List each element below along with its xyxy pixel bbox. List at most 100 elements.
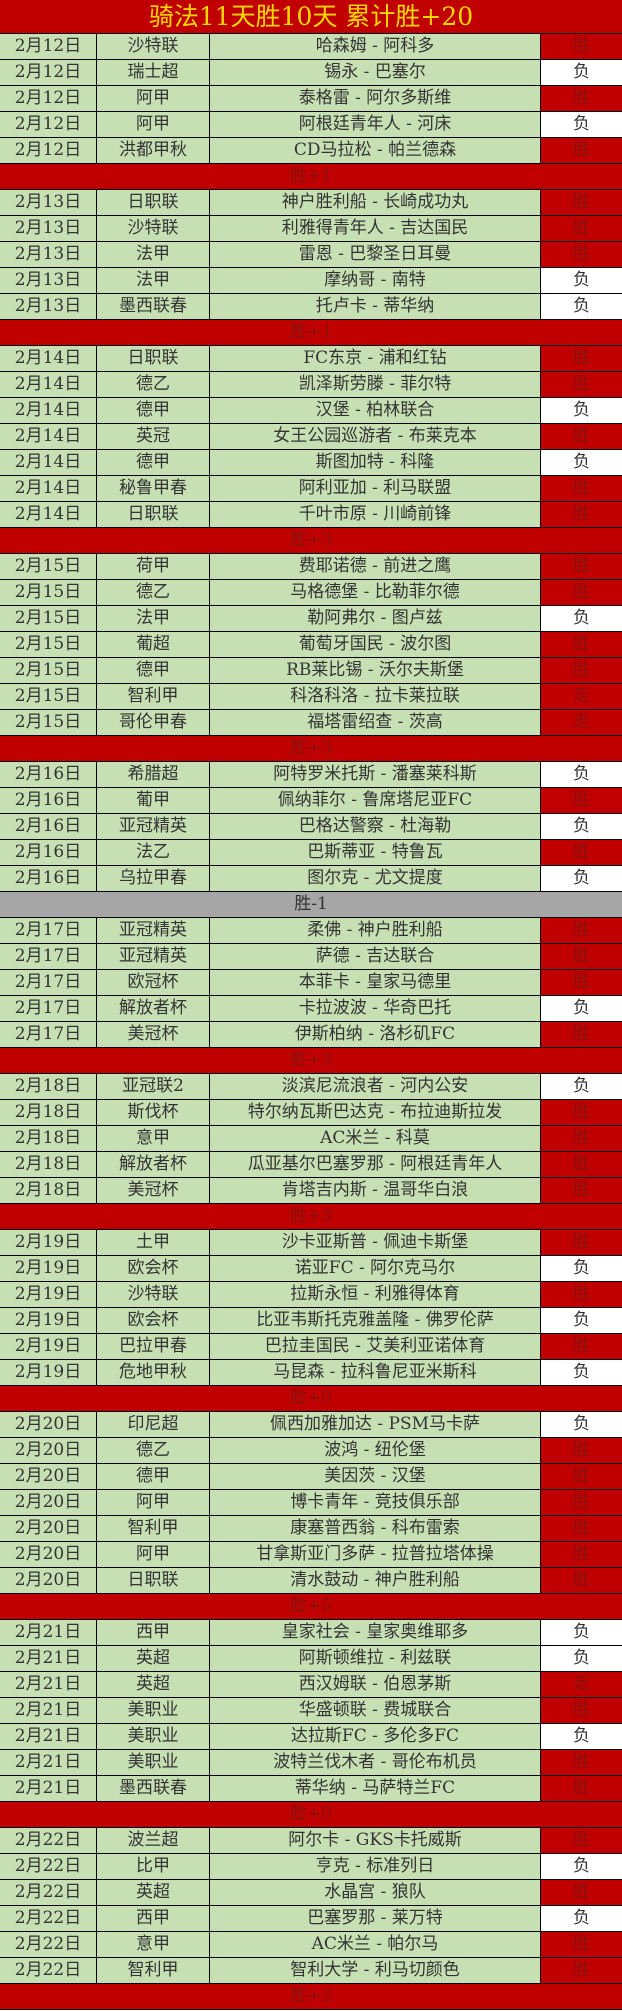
match-date: 2月17日 [0,970,97,995]
match-teams: AC米兰 - 帕尔马 [210,1932,541,1957]
table-row: 2月19日 危地甲秋 马昆森 - 拉科鲁尼亚米斯科负 [0,1360,622,1386]
match-teams: 阿特罗米托斯 - 潘塞莱科斯 [210,762,541,787]
table-row: 2月18日 美冠杯 肯塔吉内斯 - 温哥华白浪胜 [0,1178,622,1204]
table-row: 2月20日 阿甲 甘拿斯亚门多萨 - 拉普拉塔体操胜 [0,1542,622,1568]
match-date: 2月12日 [0,86,97,111]
match-date: 2月22日 [0,1906,97,1931]
match-teams: 亨克 - 标准列日 [210,1854,541,1879]
table-row: 2月16日 亚冠精英 巴格达警察 - 杜海勒负 [0,814,622,840]
table-row: 2月13日 法甲 摩纳哥 - 南特负 [0,268,622,294]
result-badge: 胜 [541,138,622,163]
result-badge: 胜 [541,1438,622,1463]
daily-summary-row: 胜+3 [0,528,622,554]
match-date: 2月19日 [0,1308,97,1333]
match-date: 2月12日 [0,112,97,137]
league-name: 解放者杯 [97,996,210,1021]
league-name: 解放者杯 [97,1152,210,1177]
table-row: 2月22日 意甲 AC米兰 - 帕尔马胜 [0,1932,622,1958]
daily-summary-row: 胜+3 [0,736,622,762]
match-date: 2月21日 [0,1750,97,1775]
result-badge: 胜 [541,34,622,59]
table-row: 2月19日 土甲 沙卡亚斯普 - 佩迪卡斯堡胜 [0,1230,622,1256]
result-badge: 负 [541,866,622,891]
table-row: 2月21日 美职业 达拉斯FC - 多伦多FC 负 [0,1724,622,1750]
league-name: 德乙 [97,372,210,397]
league-name: 德乙 [97,1438,210,1463]
table-row: 2月19日 巴拉甲春 巴拉圭国民 - 艾美利亚诺体育胜 [0,1334,622,1360]
match-date: 2月22日 [0,1880,97,1905]
league-name: 日职联 [97,502,210,527]
result-badge: 胜 [541,970,622,995]
match-date: 2月20日 [0,1568,97,1593]
result-badge: 负 [541,112,622,137]
result-badge: 胜 [541,1958,622,1983]
match-teams: 费耶诺德 - 前进之鹰 [210,554,541,579]
match-teams: 柔佛 - 神户胜利船 [210,918,541,943]
league-name: 沙特联 [97,1282,210,1307]
table-row: 2月15日 智利甲 科洛科洛 - 拉卡莱拉联走 [0,684,622,710]
league-name: 西甲 [97,1620,210,1645]
league-name: 英超 [97,1646,210,1671]
match-date: 2月15日 [0,554,97,579]
result-badge: 走 [541,1672,622,1697]
match-date: 2月20日 [0,1490,97,1515]
table-row: 2月13日 日职联 神户胜利船 - 长崎成功丸胜 [0,190,622,216]
match-date: 2月21日 [0,1724,97,1749]
match-teams: 萨德 - 吉达联合 [210,944,541,969]
match-teams: CD马拉松 - 帕兰德森 [210,138,541,163]
result-badge: 胜 [541,1022,622,1047]
table-row: 2月16日 葡甲 佩纳菲尔 - 鲁席塔尼亚FC 胜 [0,788,622,814]
result-badge: 负 [541,268,622,293]
table-row: 2月16日 乌拉甲春 图尔克 - 尤文提度负 [0,866,622,892]
result-badge: 负 [541,60,622,85]
match-teams: 阿利亚加 - 利马联盟 [210,476,541,501]
league-name: 亚冠精英 [97,814,210,839]
league-name: 德甲 [97,398,210,423]
match-teams: 巴塞罗那 - 莱万特 [210,1906,541,1931]
result-badge: 负 [541,1074,622,1099]
league-name: 沙特联 [97,34,210,59]
league-name: 亚冠联2 [97,1074,210,1099]
match-date: 2月17日 [0,1022,97,1047]
table-row: 2月18日 斯伐杯 特尔纳瓦斯巴达克 - 布拉迪斯拉发胜 [0,1100,622,1126]
result-badge: 胜 [541,502,622,527]
table-row: 2月14日 德乙 凯泽斯劳滕 - 菲尔特胜 [0,372,622,398]
match-date: 2月20日 [0,1438,97,1463]
table-row: 2月20日 印尼超 佩西加雅加达 - PSM马卡萨负 [0,1412,622,1438]
result-badge: 胜 [541,1230,622,1255]
match-date: 2月18日 [0,1126,97,1151]
league-name: 英超 [97,1880,210,1905]
match-date: 2月17日 [0,996,97,1021]
match-date: 2月22日 [0,1958,97,1983]
match-date: 2月22日 [0,1932,97,1957]
match-date: 2月16日 [0,762,97,787]
match-teams: 哈森姆 - 阿科多 [210,34,541,59]
match-date: 2月21日 [0,1776,97,1801]
league-name: 法甲 [97,606,210,631]
league-name: 美职业 [97,1750,210,1775]
table-row: 2月19日 沙特联 拉斯永恒 - 利雅得体育胜 [0,1282,622,1308]
match-date: 2月15日 [0,658,97,683]
result-badge: 负 [541,450,622,475]
table-row: 2月15日 德乙 马格德堡 - 比勒菲尔德胜 [0,580,622,606]
match-teams: 马昆森 - 拉科鲁尼亚米斯科 [210,1360,541,1385]
result-badge: 负 [541,996,622,1021]
result-badge: 胜 [541,1932,622,1957]
result-badge: 胜 [541,1334,622,1359]
match-teams: 阿根廷青年人 - 河床 [210,112,541,137]
table-row: 2月21日 墨西联春 蒂华纳 - 马萨特兰FC 胜 [0,1776,622,1802]
match-date: 2月20日 [0,1542,97,1567]
match-date: 2月21日 [0,1646,97,1671]
match-date: 2月18日 [0,1152,97,1177]
match-teams: 清水鼓动 - 神户胜利船 [210,1568,541,1593]
league-name: 葡超 [97,632,210,657]
table-row: 2月18日 亚冠联2 淡滨尼流浪者 - 河内公安负 [0,1074,622,1100]
table-row: 2月18日 意甲 AC米兰 - 科莫胜 [0,1126,622,1152]
league-name: 意甲 [97,1126,210,1151]
match-date: 2月19日 [0,1282,97,1307]
match-date: 2月18日 [0,1074,97,1099]
match-teams: 卡拉波波 - 华奇巴托 [210,996,541,1021]
match-teams: 瓜亚基尔巴塞罗那 - 阿根廷青年人 [210,1152,541,1177]
table-row: 2月14日 德甲 斯图加特 - 科隆负 [0,450,622,476]
league-name: 土甲 [97,1230,210,1255]
